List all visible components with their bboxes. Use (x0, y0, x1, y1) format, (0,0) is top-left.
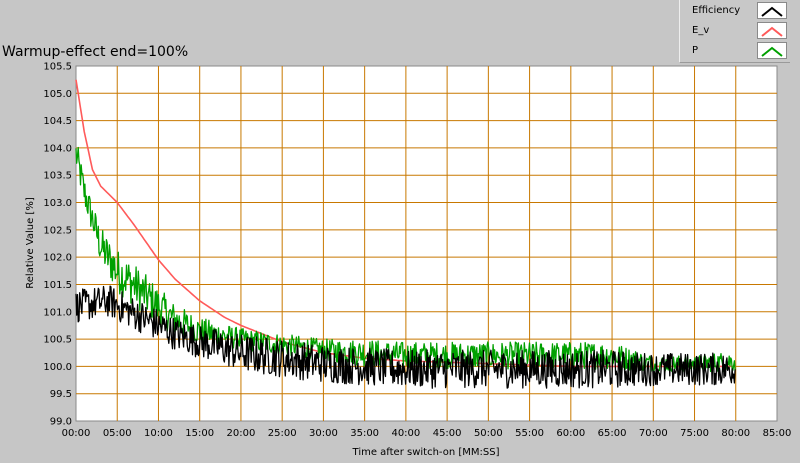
x-tick-label: 35:00 (350, 428, 379, 439)
y-tick-label: 99.5 (50, 389, 72, 400)
legend: Efficiency E_v P (679, 0, 790, 63)
line-swatch-icon (757, 42, 787, 59)
y-tick-label: 104.0 (43, 143, 72, 154)
line-swatch-icon (757, 2, 787, 19)
x-tick-label: 10:00 (144, 428, 173, 439)
legend-label: E_v (692, 25, 710, 36)
y-tick-label: 102.0 (43, 253, 72, 264)
x-tick-label: 30:00 (309, 428, 338, 439)
x-axis-ticks: 00:00 05:00 10:00 15:00 20:00 25:00 30:00 35:00… (62, 428, 792, 439)
x-tick-label: 75:00 (680, 428, 709, 439)
x-tick-label: 00:00 (62, 428, 91, 439)
x-tick-label: 40:00 (391, 428, 420, 439)
x-tick-label: 70:00 (639, 428, 668, 439)
x-tick-label: 20:00 (227, 428, 256, 439)
y-tick-label: 101.5 (43, 280, 72, 291)
y-tick-label: 105.0 (43, 89, 72, 100)
series-line-efficiency (75, 285, 736, 389)
y-tick-label: 101.0 (43, 307, 72, 318)
x-tick-label: 60:00 (556, 428, 585, 439)
y-axis-ticks: 99.0 99.5 100.0 100.5 101.0 101.5 102.0 102.5 10… (43, 62, 72, 428)
y-tick-label: 105.5 (43, 62, 72, 73)
x-tick-label: 80:00 (721, 428, 750, 439)
y-tick-label: 99.0 (50, 417, 72, 428)
y-axis-title: Relative Value [%] (25, 197, 36, 289)
legend-item-efficiency[interactable]: Efficiency (680, 1, 790, 21)
x-tick-label: 05:00 (103, 428, 132, 439)
chart-title: Warmup-effect end=100% (2, 44, 189, 60)
y-tick-label: 104.5 (43, 116, 72, 127)
x-tick-label: 50:00 (474, 428, 503, 439)
x-tick-label: 25:00 (268, 428, 297, 439)
x-tick-label: 45:00 (433, 428, 462, 439)
x-tick-label: 65:00 (598, 428, 627, 439)
x-tick-label: 55:00 (515, 428, 544, 439)
x-axis-title: Time after switch-on [MM:SS] (352, 447, 500, 458)
y-tick-label: 102.5 (43, 225, 72, 236)
y-tick-label: 103.0 (43, 198, 72, 209)
legend-label: Efficiency (692, 5, 741, 16)
line-swatch-icon (757, 22, 787, 39)
x-tick-label: 15:00 (185, 428, 214, 439)
x-tick-label: 85:00 (763, 428, 792, 439)
legend-label: P (692, 45, 699, 56)
y-tick-label: 103.5 (43, 171, 72, 182)
legend-item-ev[interactable]: E_v (680, 21, 790, 41)
y-tick-label: 100.5 (43, 335, 72, 346)
y-tick-label: 100.0 (43, 362, 72, 373)
series-line-p (75, 146, 736, 373)
legend-item-p[interactable]: P (680, 41, 790, 61)
series-layer (75, 79, 736, 389)
